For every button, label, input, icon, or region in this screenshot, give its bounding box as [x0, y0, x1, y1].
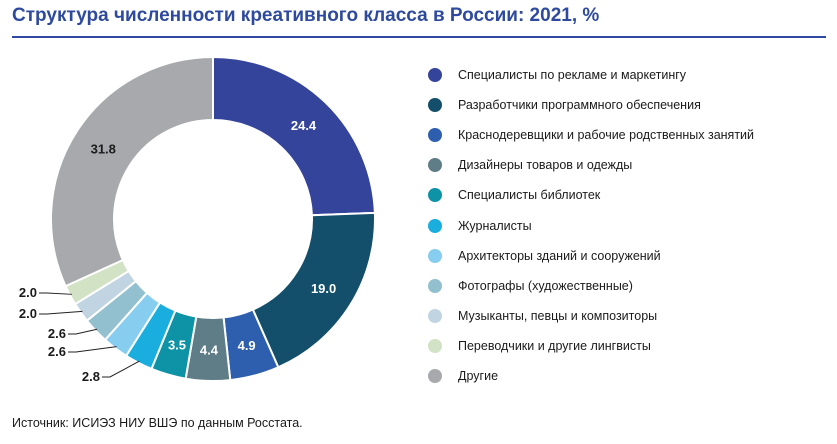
legend-label: Переводчики и другие лингвисты [458, 338, 651, 353]
value-label-6: 2.8 [82, 369, 100, 384]
leader-line-8 [68, 328, 98, 335]
legend-item-2: Разработчики программного обеспечения [428, 90, 828, 120]
leader-line-9 [39, 310, 83, 315]
legend-swatch [428, 158, 442, 173]
legend-label: Краснодеревщики и рабочие родственных за… [458, 128, 755, 143]
legend-item-1: Специалисты по рекламе и маркетингу [428, 60, 828, 90]
slice-1 [212, 55, 376, 217]
leader-line-7 [68, 346, 117, 353]
value-label-5: 3.5 [168, 337, 186, 352]
legend-swatch [428, 68, 442, 83]
value-label-3: 4.9 [238, 338, 256, 353]
legend-label: Музыканты, певцы и композиторы [458, 308, 658, 323]
legend-label: Архитекторы зданий и сооружений [458, 248, 661, 263]
legend-item-8: Фотографы (художественные) [428, 271, 828, 301]
value-label-1: 24.4 [291, 118, 317, 133]
slice-11 [50, 55, 214, 288]
legend-swatch [428, 128, 442, 143]
leader-line-10 [39, 292, 72, 295]
value-label-4: 4.4 [200, 342, 219, 357]
legend-item-9: Музыканты, певцы и композиторы [428, 301, 828, 331]
label-leader-lines [39, 292, 140, 378]
legend-swatch [428, 248, 442, 263]
legend-item-5: Специалисты библиотек [428, 180, 828, 210]
leader-line-6 [102, 360, 140, 378]
chart-title: Структура численности креативного класса… [12, 5, 600, 26]
legend-item-6: Журналисты [428, 210, 828, 240]
source-note: Источник: ИСИЭЗ НИУ ВШЭ по данным Росста… [12, 416, 303, 430]
title-divider [12, 36, 826, 38]
chart-legend: Специалисты по рекламе и маркетингу Разра… [428, 60, 828, 391]
value-label-10: 2.0 [19, 285, 37, 300]
value-label-11: 31.8 [91, 141, 116, 156]
legend-swatch [428, 218, 442, 233]
legend-label: Специалисты по рекламе и маркетингу [458, 68, 687, 83]
legend-swatch [428, 188, 442, 203]
legend-item-11: Другие [428, 361, 828, 391]
legend-label: Другие [458, 368, 499, 383]
legend-swatch [428, 98, 442, 113]
legend-item-3: Краснодеревщики и рабочие родственных за… [428, 120, 828, 150]
legend-swatch [428, 338, 442, 353]
legend-label: Фотографы (художественные) [458, 278, 633, 293]
legend-label: Специалисты библиотек [458, 188, 601, 203]
value-label-2: 19.0 [311, 281, 336, 296]
legend-item-10: Переводчики и другие лингвисты [428, 331, 828, 361]
value-label-7: 2.6 [48, 344, 66, 359]
legend-swatch [428, 308, 442, 323]
legend-swatch [428, 368, 442, 383]
legend-label: Разработчики программного обеспечения [458, 98, 701, 113]
legend-label: Дизайнеры товаров и одежды [458, 158, 633, 173]
legend-swatch [428, 278, 442, 293]
legend-label: Журналисты [458, 218, 532, 233]
value-label-8: 2.6 [48, 326, 66, 341]
legend-item-4: Дизайнеры товаров и одежды [428, 150, 828, 180]
value-label-9: 2.0 [19, 306, 37, 321]
slice-value-labels: 24.4 19.0 4.9 4.4 3.5 2.8 2.6 2.6 2.0 2.0 31.8 [19, 118, 336, 384]
legend-item-7: Архитекторы зданий и сооружений [428, 241, 828, 271]
donut-slices [50, 55, 376, 382]
